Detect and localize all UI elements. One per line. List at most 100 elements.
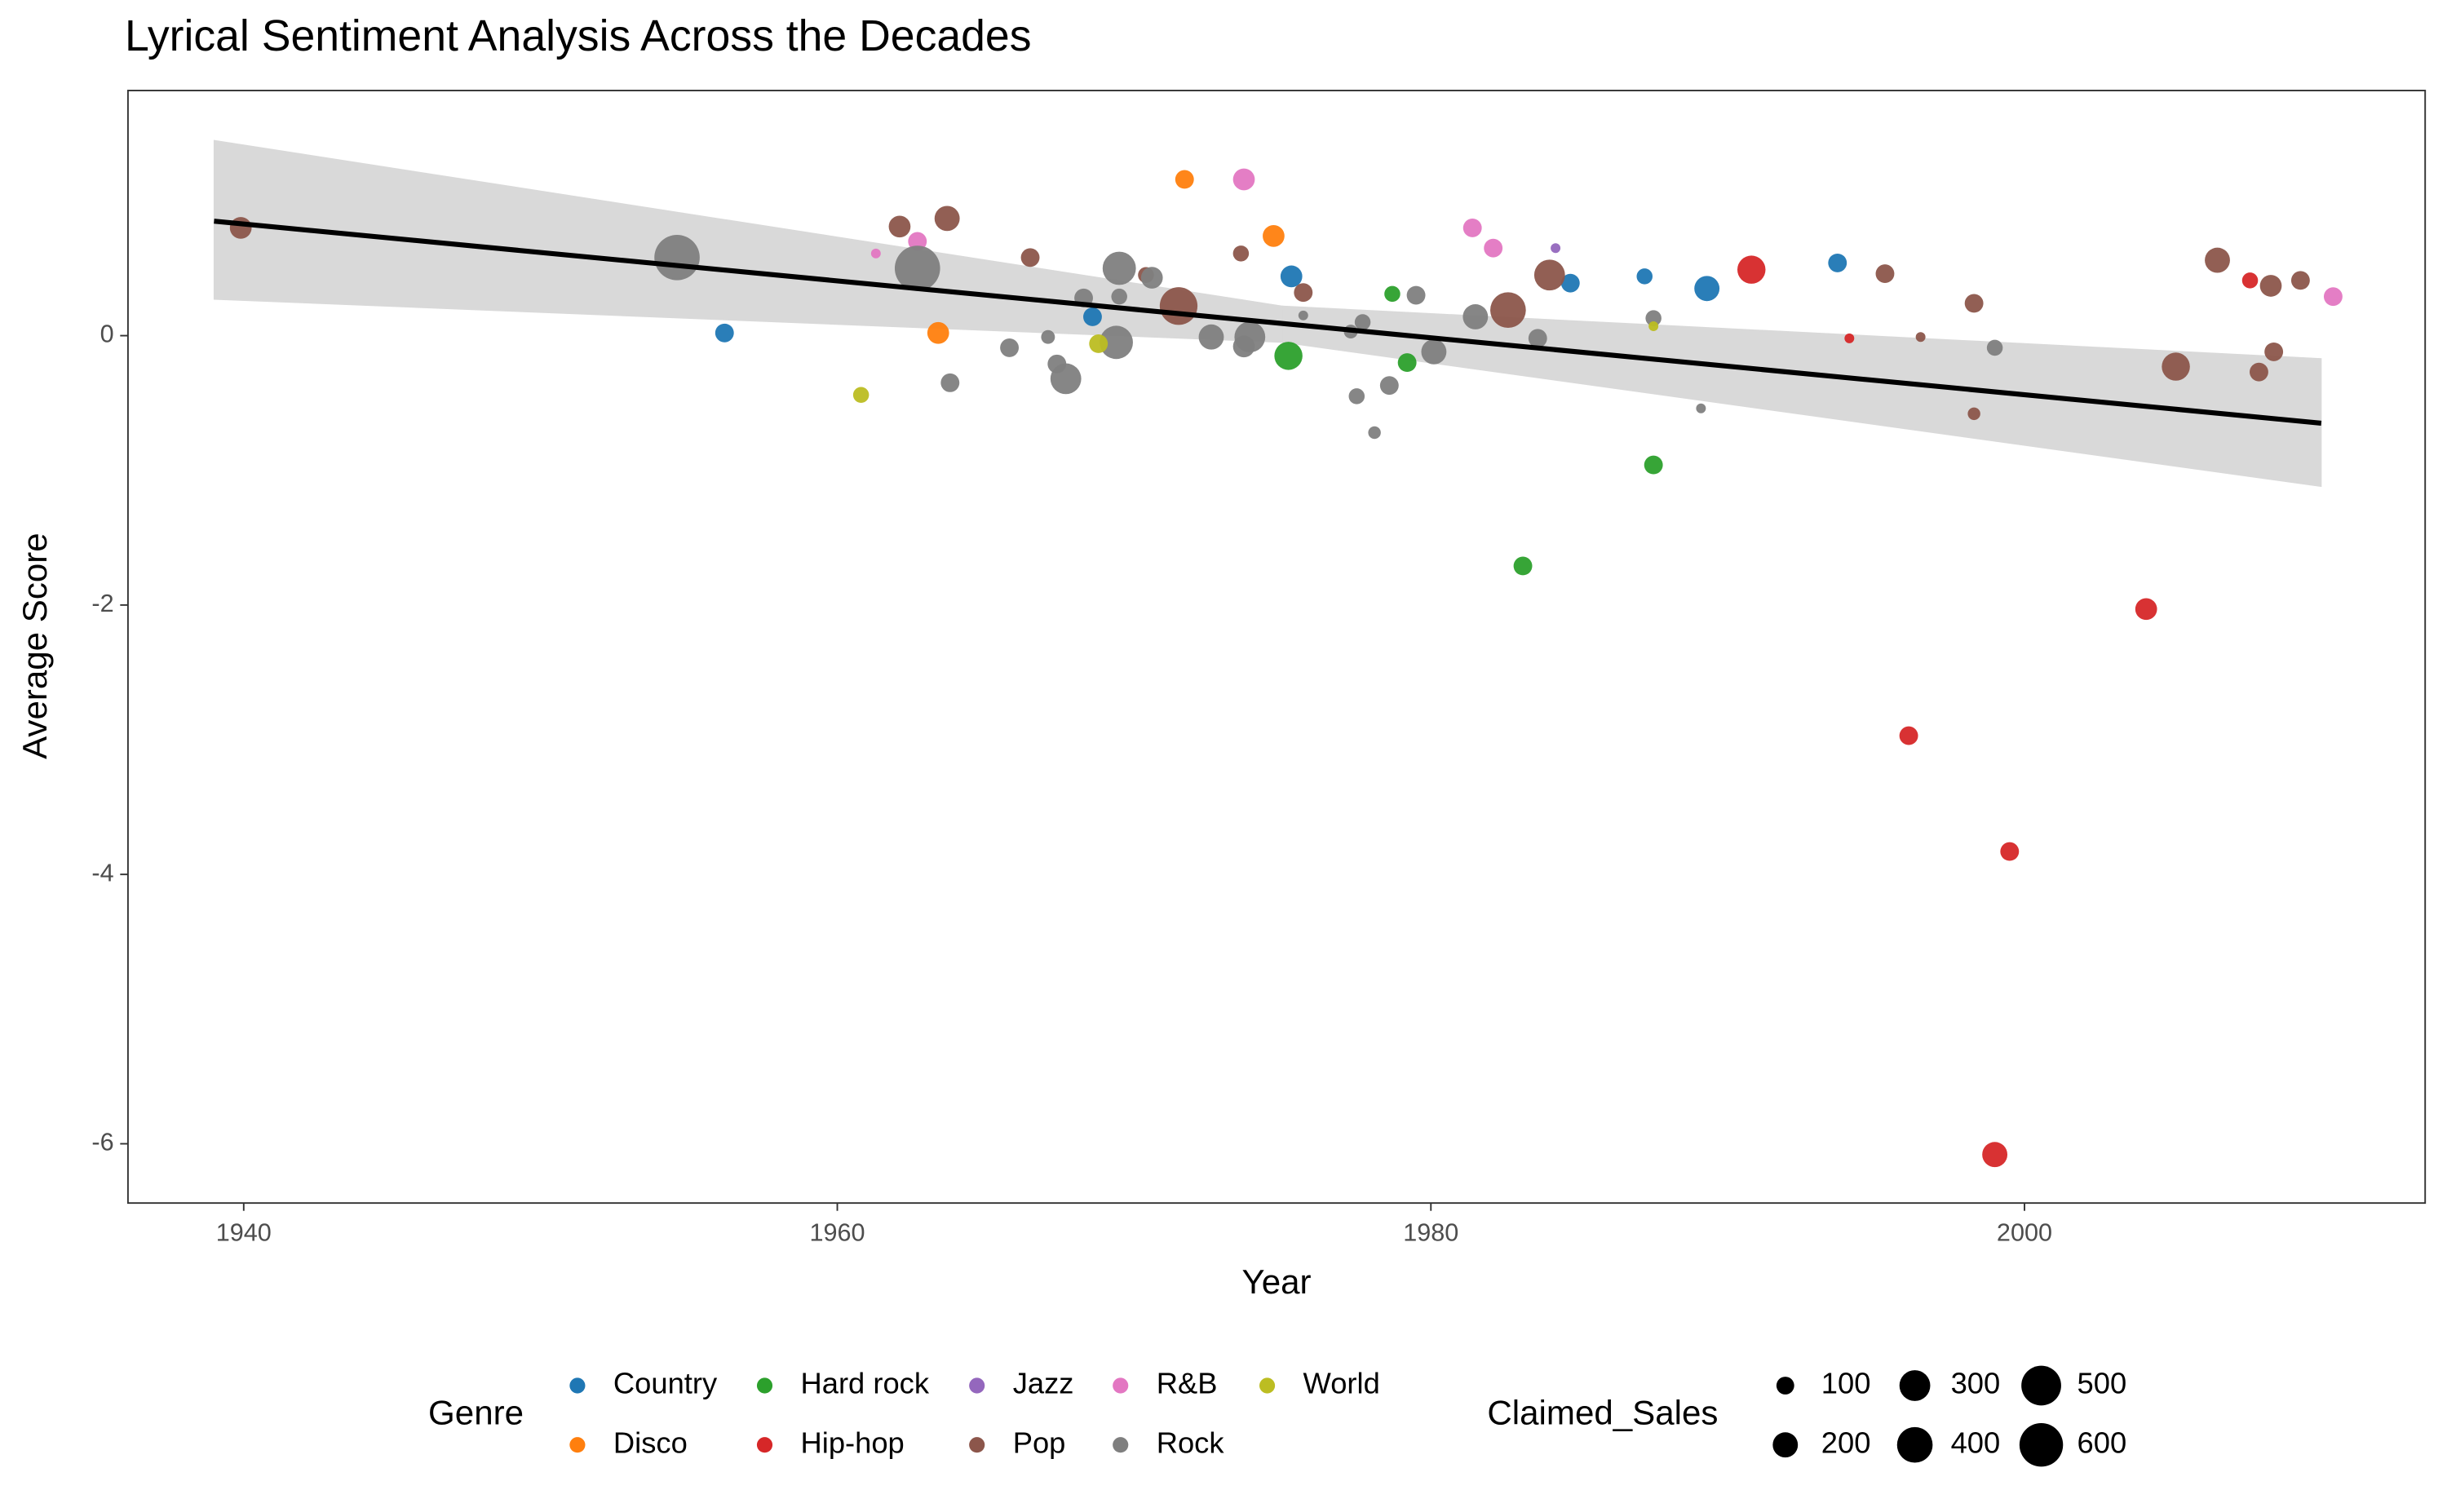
data-point [1368,426,1381,440]
legend-item: Disco [569,1426,688,1459]
data-point [1484,238,1503,258]
legend-title: Genre [428,1393,524,1431]
data-point [1175,170,1194,189]
data-point [1694,276,1720,302]
data-point [2290,271,2310,290]
size-legend-title: Claimed_Sales [1487,1393,1718,1431]
data-point [1050,363,1082,395]
legend-swatch [569,1377,586,1394]
data-point [852,387,870,403]
data-point [654,234,700,281]
data-point [1102,251,1136,285]
confidence-band [1281,305,2322,488]
data-point [2323,287,2343,307]
legend-label: World [1303,1367,1380,1400]
data-point [1089,334,1108,353]
data-point [1967,407,1980,421]
data-point [1844,333,1855,343]
data-point [934,206,960,232]
legend-label: Rock [1157,1426,1225,1459]
data-point [1379,376,1399,396]
data-point [1041,329,1055,344]
data-point [1462,304,1489,329]
x-tick-label: 1940 [216,1219,272,1247]
data-point [888,215,911,238]
data-point [927,321,949,344]
size-legend-swatch [1776,1377,1794,1395]
legend-label: Jazz [1013,1367,1074,1400]
data-point [1982,1142,2008,1168]
data-point [940,373,960,392]
data-point [715,323,734,343]
legend-swatch [1259,1377,1276,1394]
data-point [2264,342,2284,361]
size-legend-swatch [2021,1365,2061,1406]
y-axis-title: Average Score [15,533,54,759]
data-point [1232,245,1250,262]
data-point [1020,248,1040,267]
data-point [1964,294,1984,313]
trend-line [214,219,2322,426]
y-tick-label: -4 [91,859,113,886]
data-point [1397,353,1417,373]
size-legend-label: 400 [1951,1426,2001,1459]
size-legend-swatch [1772,1432,1799,1458]
y-tick-label: 0 [100,321,114,348]
size-legend-label: 500 [2078,1367,2127,1400]
size-legend-swatch [2019,1422,2064,1467]
confidence-band [213,139,1283,343]
legend-item: R&B [1113,1367,1217,1400]
data-point [1198,324,1224,350]
legend-swatch [756,1377,773,1394]
data-point [1100,325,1133,360]
data-point [1875,264,1895,284]
legend-item: Jazz [969,1367,1073,1400]
data-point [1645,310,1662,326]
x-axis-title: Year [1242,1262,1312,1301]
data-point [1298,310,1308,321]
y-tick-label: -2 [91,590,113,617]
data-point [2250,362,2268,382]
panel-border [126,90,2427,1205]
size-legend-label: 600 [2078,1426,2127,1459]
legend-swatch [756,1437,773,1453]
data-point [2000,842,2020,861]
data-point [1915,332,1926,343]
data-point [2205,247,2230,273]
y-tick-label: -6 [91,1129,113,1156]
data-point [1528,329,1547,348]
size-legend-label: 200 [1821,1426,1871,1459]
legend-label: Hard rock [801,1367,930,1400]
legend-item: World [1259,1367,1380,1400]
data-point [1986,339,2003,356]
legend-swatch [969,1437,985,1453]
x-tick-label: 1980 [1403,1219,1458,1247]
data-point [1000,338,1020,357]
data-point [1696,403,1706,413]
data-point [1462,219,1482,237]
legend-label: Disco [613,1426,688,1459]
data-point [1348,388,1365,405]
data-point [1560,273,1580,293]
legend-label: Hip-hop [801,1426,905,1459]
data-point [1533,259,1565,291]
data-point [2162,352,2190,381]
data-point [1899,726,1918,745]
size-legend-swatch [1899,1370,1931,1401]
data-point [1421,338,1447,365]
data-point [1232,168,1255,191]
legend-label: R&B [1157,1367,1218,1400]
data-point [1083,307,1102,326]
data-point [1274,342,1303,370]
data-point [1159,287,1198,325]
legend-item: Hip-hop [756,1426,905,1459]
legend-item: Rock [1113,1426,1224,1459]
data-point [894,245,940,291]
data-point [1294,283,1313,303]
data-point [2241,272,2259,289]
size-legend-label: 100 [1821,1367,1871,1400]
data-point [1384,285,1400,303]
x-tick-label: 2000 [1997,1219,2052,1247]
